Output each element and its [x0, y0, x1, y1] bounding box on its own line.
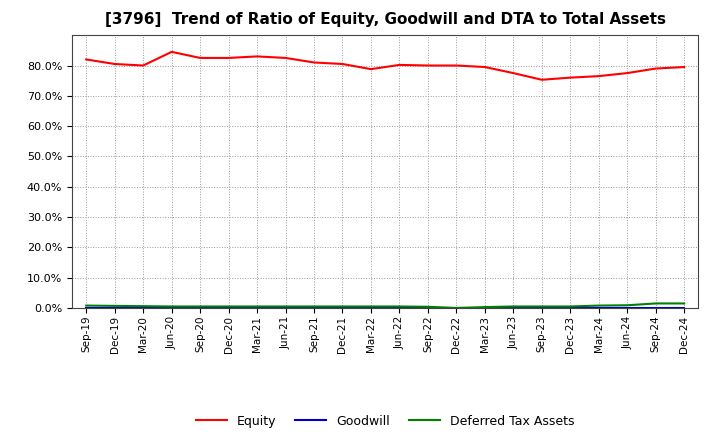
Equity	[139, 63, 148, 68]
Deferred Tax Assets	[680, 301, 688, 306]
Goodwill	[167, 305, 176, 311]
Deferred Tax Assets	[480, 304, 489, 310]
Deferred Tax Assets	[82, 303, 91, 308]
Deferred Tax Assets	[566, 304, 575, 309]
Goodwill	[623, 305, 631, 311]
Equity	[167, 49, 176, 55]
Deferred Tax Assets	[310, 304, 318, 309]
Goodwill	[423, 305, 432, 311]
Deferred Tax Assets	[225, 304, 233, 309]
Goodwill	[82, 305, 91, 311]
Deferred Tax Assets	[253, 304, 261, 309]
Goodwill	[139, 305, 148, 311]
Deferred Tax Assets	[167, 304, 176, 309]
Equity	[423, 63, 432, 68]
Equity	[225, 55, 233, 61]
Equity	[680, 64, 688, 70]
Goodwill	[253, 305, 261, 311]
Deferred Tax Assets	[452, 305, 461, 311]
Goodwill	[366, 305, 375, 311]
Deferred Tax Assets	[282, 304, 290, 309]
Equity	[282, 55, 290, 61]
Equity	[652, 66, 660, 71]
Equity	[509, 70, 518, 76]
Deferred Tax Assets	[110, 303, 119, 308]
Goodwill	[338, 305, 347, 311]
Equity	[452, 63, 461, 68]
Deferred Tax Assets	[338, 304, 347, 309]
Goodwill	[509, 305, 518, 311]
Goodwill	[480, 305, 489, 311]
Deferred Tax Assets	[537, 304, 546, 309]
Equity	[366, 66, 375, 72]
Equity	[338, 61, 347, 66]
Deferred Tax Assets	[139, 304, 148, 309]
Equity	[196, 55, 204, 61]
Equity	[623, 70, 631, 76]
Equity	[310, 60, 318, 65]
Deferred Tax Assets	[623, 303, 631, 308]
Deferred Tax Assets	[196, 304, 204, 309]
Goodwill	[310, 305, 318, 311]
Goodwill	[537, 305, 546, 311]
Deferred Tax Assets	[423, 304, 432, 309]
Title: [3796]  Trend of Ratio of Equity, Goodwill and DTA to Total Assets: [3796] Trend of Ratio of Equity, Goodwil…	[104, 12, 666, 27]
Equity	[253, 54, 261, 59]
Deferred Tax Assets	[509, 304, 518, 309]
Deferred Tax Assets	[366, 304, 375, 309]
Equity	[82, 57, 91, 62]
Equity	[110, 61, 119, 66]
Deferred Tax Assets	[395, 304, 404, 309]
Goodwill	[595, 305, 603, 311]
Line: Equity: Equity	[86, 52, 684, 80]
Equity	[595, 73, 603, 79]
Goodwill	[680, 305, 688, 311]
Goodwill	[196, 305, 204, 311]
Equity	[480, 64, 489, 70]
Goodwill	[225, 305, 233, 311]
Deferred Tax Assets	[652, 301, 660, 306]
Goodwill	[452, 305, 461, 311]
Equity	[537, 77, 546, 82]
Goodwill	[282, 305, 290, 311]
Goodwill	[566, 305, 575, 311]
Equity	[566, 75, 575, 80]
Equity	[395, 62, 404, 68]
Goodwill	[110, 305, 119, 311]
Legend: Equity, Goodwill, Deferred Tax Assets: Equity, Goodwill, Deferred Tax Assets	[191, 410, 580, 433]
Goodwill	[652, 305, 660, 311]
Deferred Tax Assets	[595, 303, 603, 308]
Line: Deferred Tax Assets: Deferred Tax Assets	[86, 304, 684, 308]
Goodwill	[395, 305, 404, 311]
